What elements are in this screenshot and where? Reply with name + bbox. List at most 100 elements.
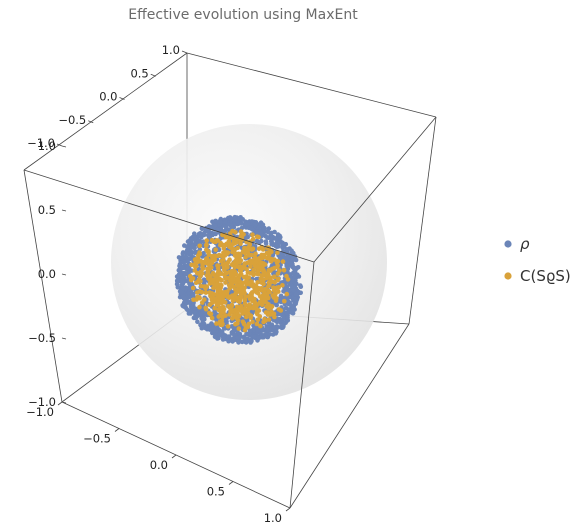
c-point: [235, 277, 240, 282]
c-point: [200, 259, 205, 265]
c-point: [240, 231, 246, 237]
c-point: [272, 257, 277, 262]
rho-point: [243, 221, 249, 227]
c-point: [200, 264, 205, 270]
c-point: [267, 289, 272, 295]
rho-point: [184, 307, 190, 312]
tick-label: −1.0: [27, 136, 55, 150]
rho-point: [225, 334, 230, 340]
rho-point: [199, 325, 205, 330]
legend-marker-c: [504, 272, 512, 280]
c-point: [232, 247, 237, 252]
c-point: [242, 245, 247, 251]
c-point: [203, 286, 208, 291]
tick-mark: [171, 454, 177, 459]
c-point: [212, 305, 217, 311]
c-point: [224, 271, 229, 276]
tick-mark: [56, 143, 63, 147]
c-point: [203, 305, 208, 311]
c-point: [208, 280, 214, 286]
c-point: [199, 300, 205, 305]
c-point: [230, 276, 235, 282]
c-point: [215, 263, 220, 268]
c-point: [277, 268, 282, 273]
rho-point: [237, 216, 242, 222]
rho-point: [232, 214, 238, 220]
rho-point: [185, 258, 190, 264]
c-point: [267, 256, 272, 262]
c-point: [262, 299, 267, 305]
box-edge: [408, 116, 437, 325]
c-point: [253, 259, 259, 265]
box-front-edges: [23, 116, 437, 509]
c-point: [250, 319, 255, 325]
rho-point: [260, 222, 266, 227]
c-point: [209, 297, 215, 302]
rho-point: [221, 334, 227, 340]
rho-point: [259, 333, 265, 338]
rho-point: [274, 243, 279, 248]
rho-point: [281, 289, 286, 294]
c-point: [257, 286, 262, 291]
rho-point: [236, 340, 241, 345]
rho-point: [189, 237, 195, 242]
rho-point: [237, 334, 243, 340]
rho-point: [291, 284, 296, 289]
c-point: [275, 263, 281, 269]
c-point: [282, 298, 287, 304]
c-point: [197, 243, 202, 249]
c-point: [222, 253, 228, 258]
c-point: [236, 326, 242, 331]
tick-mark: [88, 120, 94, 124]
c-point: [204, 242, 209, 247]
c-point: [197, 251, 203, 257]
c-point: [204, 256, 209, 262]
c-point: [263, 292, 268, 298]
rho-point: [192, 250, 198, 255]
c-point: [272, 286, 278, 292]
c-point: [241, 280, 246, 286]
c-point: [233, 252, 238, 257]
c-point: [248, 260, 253, 265]
rho-point: [231, 329, 236, 334]
c-point: [225, 250, 231, 255]
rho-point: [293, 291, 298, 297]
c-point: [230, 316, 235, 321]
c-point: [266, 317, 272, 322]
rho-point: [267, 332, 272, 337]
axis-ticks: −1.0−0.50.00.51.0−1.0−0.50.00.51.0−1.0−0…: [26, 43, 291, 525]
c-point: [259, 252, 265, 258]
tick-mark: [61, 273, 67, 276]
c-point: [245, 311, 250, 317]
c-point: [242, 307, 247, 313]
box-edge: [289, 261, 315, 509]
c-point: [220, 232, 225, 238]
rho-point: [195, 319, 200, 325]
c-point: [242, 301, 248, 307]
c-point: [215, 270, 221, 276]
c-point: [268, 268, 273, 273]
tick-label: 0.0: [150, 458, 168, 472]
c-point: [255, 317, 261, 323]
box-edge: [23, 52, 188, 171]
c-point: [272, 274, 277, 280]
legend: ρ C(SϱS): [504, 235, 571, 285]
c-point: [218, 258, 224, 264]
c-point: [218, 310, 224, 315]
rho-point: [263, 229, 268, 234]
rho-point: [291, 250, 296, 256]
tick-label: 0.0: [99, 90, 117, 104]
c-point: [206, 274, 212, 279]
c-point: [250, 236, 256, 242]
rho-point: [290, 256, 295, 261]
c-point: [210, 270, 216, 276]
rho-point: [212, 328, 217, 334]
rho-point: [248, 338, 254, 344]
rho-point: [275, 232, 281, 237]
rho-point: [239, 339, 245, 345]
c-point: [249, 279, 254, 284]
rho-point: [292, 273, 298, 279]
rho-point: [213, 218, 218, 224]
box-edge: [23, 169, 315, 263]
